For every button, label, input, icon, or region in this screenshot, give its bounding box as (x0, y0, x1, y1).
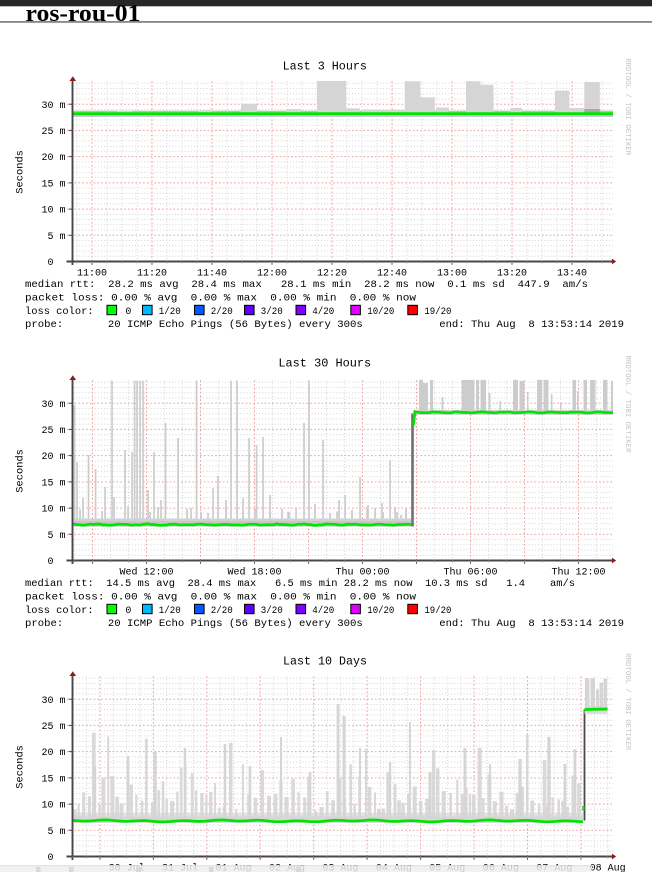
svg-text:12:20: 12:20 (317, 268, 347, 279)
svg-text:20 m: 20 m (41, 748, 65, 759)
svg-text:Thu 12:00: Thu 12:00 (551, 566, 605, 578)
svg-text:loss color:: loss color: (25, 605, 94, 617)
svg-text:2/20: 2/20 (211, 605, 233, 617)
svg-text:RRDTOOL / TOBI OETIKER: RRDTOOL / TOBI OETIKER (623, 653, 631, 751)
svg-text:RRDTOOL / TOBI OETIKER: RRDTOOL / TOBI OETIKER (623, 356, 631, 454)
svg-text:Thu 00:00: Thu 00:00 (335, 566, 389, 578)
svg-text:packet loss: 0.00 % avg 0.00: packet loss: 0.00 % avg 0.00 % max 0.00 … (25, 591, 417, 603)
svg-text:0: 0 (47, 557, 53, 568)
svg-text:20 m: 20 m (41, 153, 65, 164)
svg-text:25 m: 25 m (41, 722, 65, 733)
svg-text:10/20: 10/20 (367, 605, 394, 617)
svg-text:median rtt: 28.2 ms avg 28.4: median rtt: 28.2 ms avg 28.4 ms max 28.1… (25, 279, 588, 291)
svg-text:10 m: 10 m (41, 206, 65, 217)
svg-text:Last 3 Hours: Last 3 Hours (283, 59, 367, 73)
svg-text:0: 0 (125, 605, 131, 617)
svg-text:Seconds: Seconds (15, 745, 27, 789)
svg-text:15 m: 15 m (41, 179, 65, 190)
svg-text:10 m: 10 m (41, 801, 65, 812)
svg-text:median rtt: 14.5 ms avg 28.4: median rtt: 14.5 ms avg 28.4 ms max 6.5 … (25, 578, 575, 590)
svg-text:probe: 20 ICMP Echo Ping: probe: 20 ICMP Echo Pings (56 Bytes) eve… (25, 319, 624, 331)
svg-text:15 m: 15 m (41, 478, 65, 489)
svg-text:Seconds: Seconds (15, 449, 27, 493)
svg-text:10 m: 10 m (41, 505, 65, 516)
svg-text:3/20: 3/20 (261, 306, 283, 318)
svg-text:13:40: 13:40 (557, 268, 587, 279)
svg-text:loss color:: loss color: (25, 306, 94, 318)
svg-text:08 Aug: 08 Aug (590, 863, 626, 872)
svg-text:30 m: 30 m (41, 400, 65, 411)
svg-text:20 m: 20 m (41, 452, 65, 463)
svg-text:12:00: 12:00 (257, 268, 287, 279)
svg-text:0: 0 (125, 306, 131, 318)
svg-text:11:20: 11:20 (137, 268, 167, 279)
svg-text:ros-rou-01: ros-rou-01 (26, 1, 141, 27)
svg-text:5 m: 5 m (47, 827, 65, 838)
svg-text:25 m: 25 m (41, 127, 65, 138)
svg-text:11:40: 11:40 (197, 268, 227, 279)
svg-text:Last 30 Hours: Last 30 Hours (278, 357, 371, 371)
svg-text:30 m: 30 m (41, 696, 65, 707)
svg-text:Last 10 Days: Last 10 Days (283, 654, 367, 668)
svg-text:0: 0 (47, 853, 53, 864)
svg-text:4/20: 4/20 (312, 605, 334, 617)
svg-text:11:00: 11:00 (77, 268, 107, 279)
svg-text:12:40: 12:40 (377, 268, 407, 279)
svg-text:RRDTOOL / TOBI OETIKER: RRDTOOL / TOBI OETIKER (623, 58, 631, 156)
svg-text:Wed 12:00: Wed 12:00 (119, 566, 173, 578)
svg-text:probe: 20 ICMP Echo Ping: probe: 20 ICMP Echo Pings (56 Bytes) eve… (25, 618, 624, 630)
svg-text:Seconds: Seconds (15, 150, 27, 194)
svg-text:packet loss: 0.00 % avg 0.00: packet loss: 0.00 % avg 0.00 % max 0.00 … (25, 292, 417, 304)
svg-text:5 m: 5 m (47, 531, 65, 542)
svg-text:3/20: 3/20 (261, 605, 283, 617)
svg-text:1/20: 1/20 (159, 605, 181, 617)
svg-text:30 m: 30 m (41, 101, 65, 112)
svg-text:4/20: 4/20 (312, 306, 334, 318)
svg-text:10/20: 10/20 (367, 306, 394, 318)
svg-text:1/20: 1/20 (159, 306, 181, 318)
svg-text:19/20: 19/20 (424, 605, 451, 617)
svg-text:19/20: 19/20 (424, 306, 451, 318)
svg-text:Thu 06:00: Thu 06:00 (443, 566, 497, 578)
svg-text:25 m: 25 m (41, 426, 65, 437)
svg-text:5 m: 5 m (47, 232, 65, 243)
svg-text:0: 0 (47, 258, 53, 269)
svg-text:15 m: 15 m (41, 774, 65, 785)
svg-text:2/20: 2/20 (211, 306, 233, 318)
svg-text:Wed 18:00: Wed 18:00 (227, 566, 281, 578)
svg-text:13:20: 13:20 (497, 268, 527, 279)
svg-text:13:00: 13:00 (437, 268, 467, 279)
